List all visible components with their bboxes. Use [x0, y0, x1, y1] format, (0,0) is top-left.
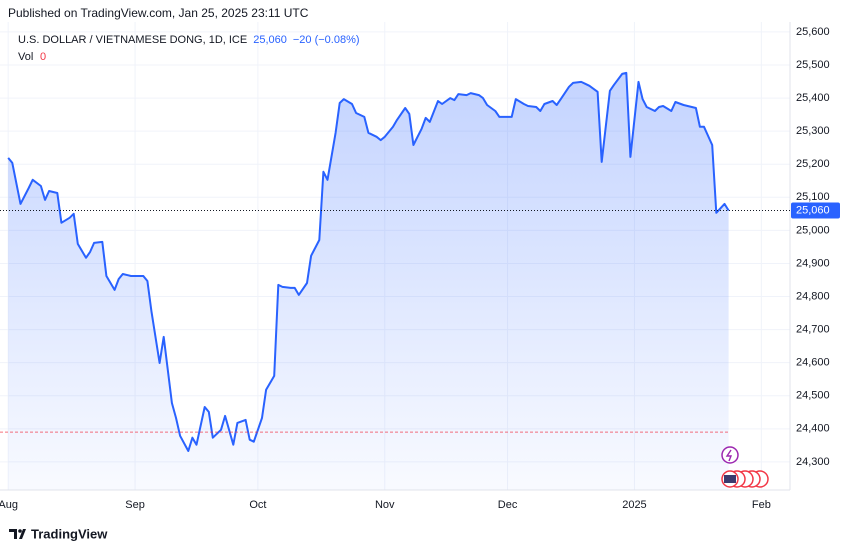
plot-area	[0, 22, 790, 491]
legend-change: −20 (−0.08%)	[293, 34, 360, 46]
y-tick-label: 24,900	[796, 257, 830, 269]
logo-mark	[9, 529, 26, 539]
y-tick-label: 24,700	[796, 323, 830, 335]
y-tick-label: 25,200	[796, 158, 830, 170]
y-tick-label: 25,100	[796, 191, 830, 203]
last-price-label: 25,060	[796, 204, 830, 216]
event-icon	[721, 446, 739, 464]
y-tick-label: 25,000	[796, 224, 830, 236]
price-line	[7, 71, 730, 452]
x-tick-label: Aug	[0, 499, 18, 511]
legend-volume: 0	[40, 51, 46, 63]
x-tick-label: Dec	[498, 499, 518, 511]
last-price-box	[791, 202, 840, 219]
y-tick-label: 24,300	[796, 456, 830, 468]
y-tick-label: 24,500	[796, 390, 830, 402]
flag-glyph	[724, 475, 736, 483]
logo-dot	[18, 529, 22, 533]
y-tick-label: 24,800	[796, 290, 830, 302]
x-tick-label: Oct	[249, 499, 266, 511]
event-icons	[721, 446, 769, 488]
y-tick-label: 25,300	[796, 125, 830, 137]
area-fill	[8, 72, 729, 491]
legend-symbol: U.S. DOLLAR / VIETNAMESE DONG, 1D, ICE	[18, 34, 247, 46]
published-note: Published on TradingView.com, Jan 25, 20…	[8, 6, 309, 20]
y-tick-label: 24,600	[796, 357, 830, 369]
legend-volume-label: Vol	[18, 51, 33, 63]
y-tick-label: 25,400	[796, 92, 830, 104]
brand-logo	[9, 529, 26, 539]
y-tick-label: 24,400	[796, 423, 830, 435]
event-icon-glyph	[725, 449, 733, 462]
x-tick-label: 2025	[622, 499, 646, 511]
brand-name: TradingView	[31, 526, 108, 541]
x-tick-label: Feb	[752, 499, 771, 511]
x-tick-label: Nov	[375, 499, 395, 511]
y-tick-label: 25,500	[796, 59, 830, 71]
legend-price: 25,060	[253, 34, 287, 46]
x-tick-label: Sep	[125, 499, 145, 511]
y-tick-label: 25,600	[796, 26, 830, 38]
